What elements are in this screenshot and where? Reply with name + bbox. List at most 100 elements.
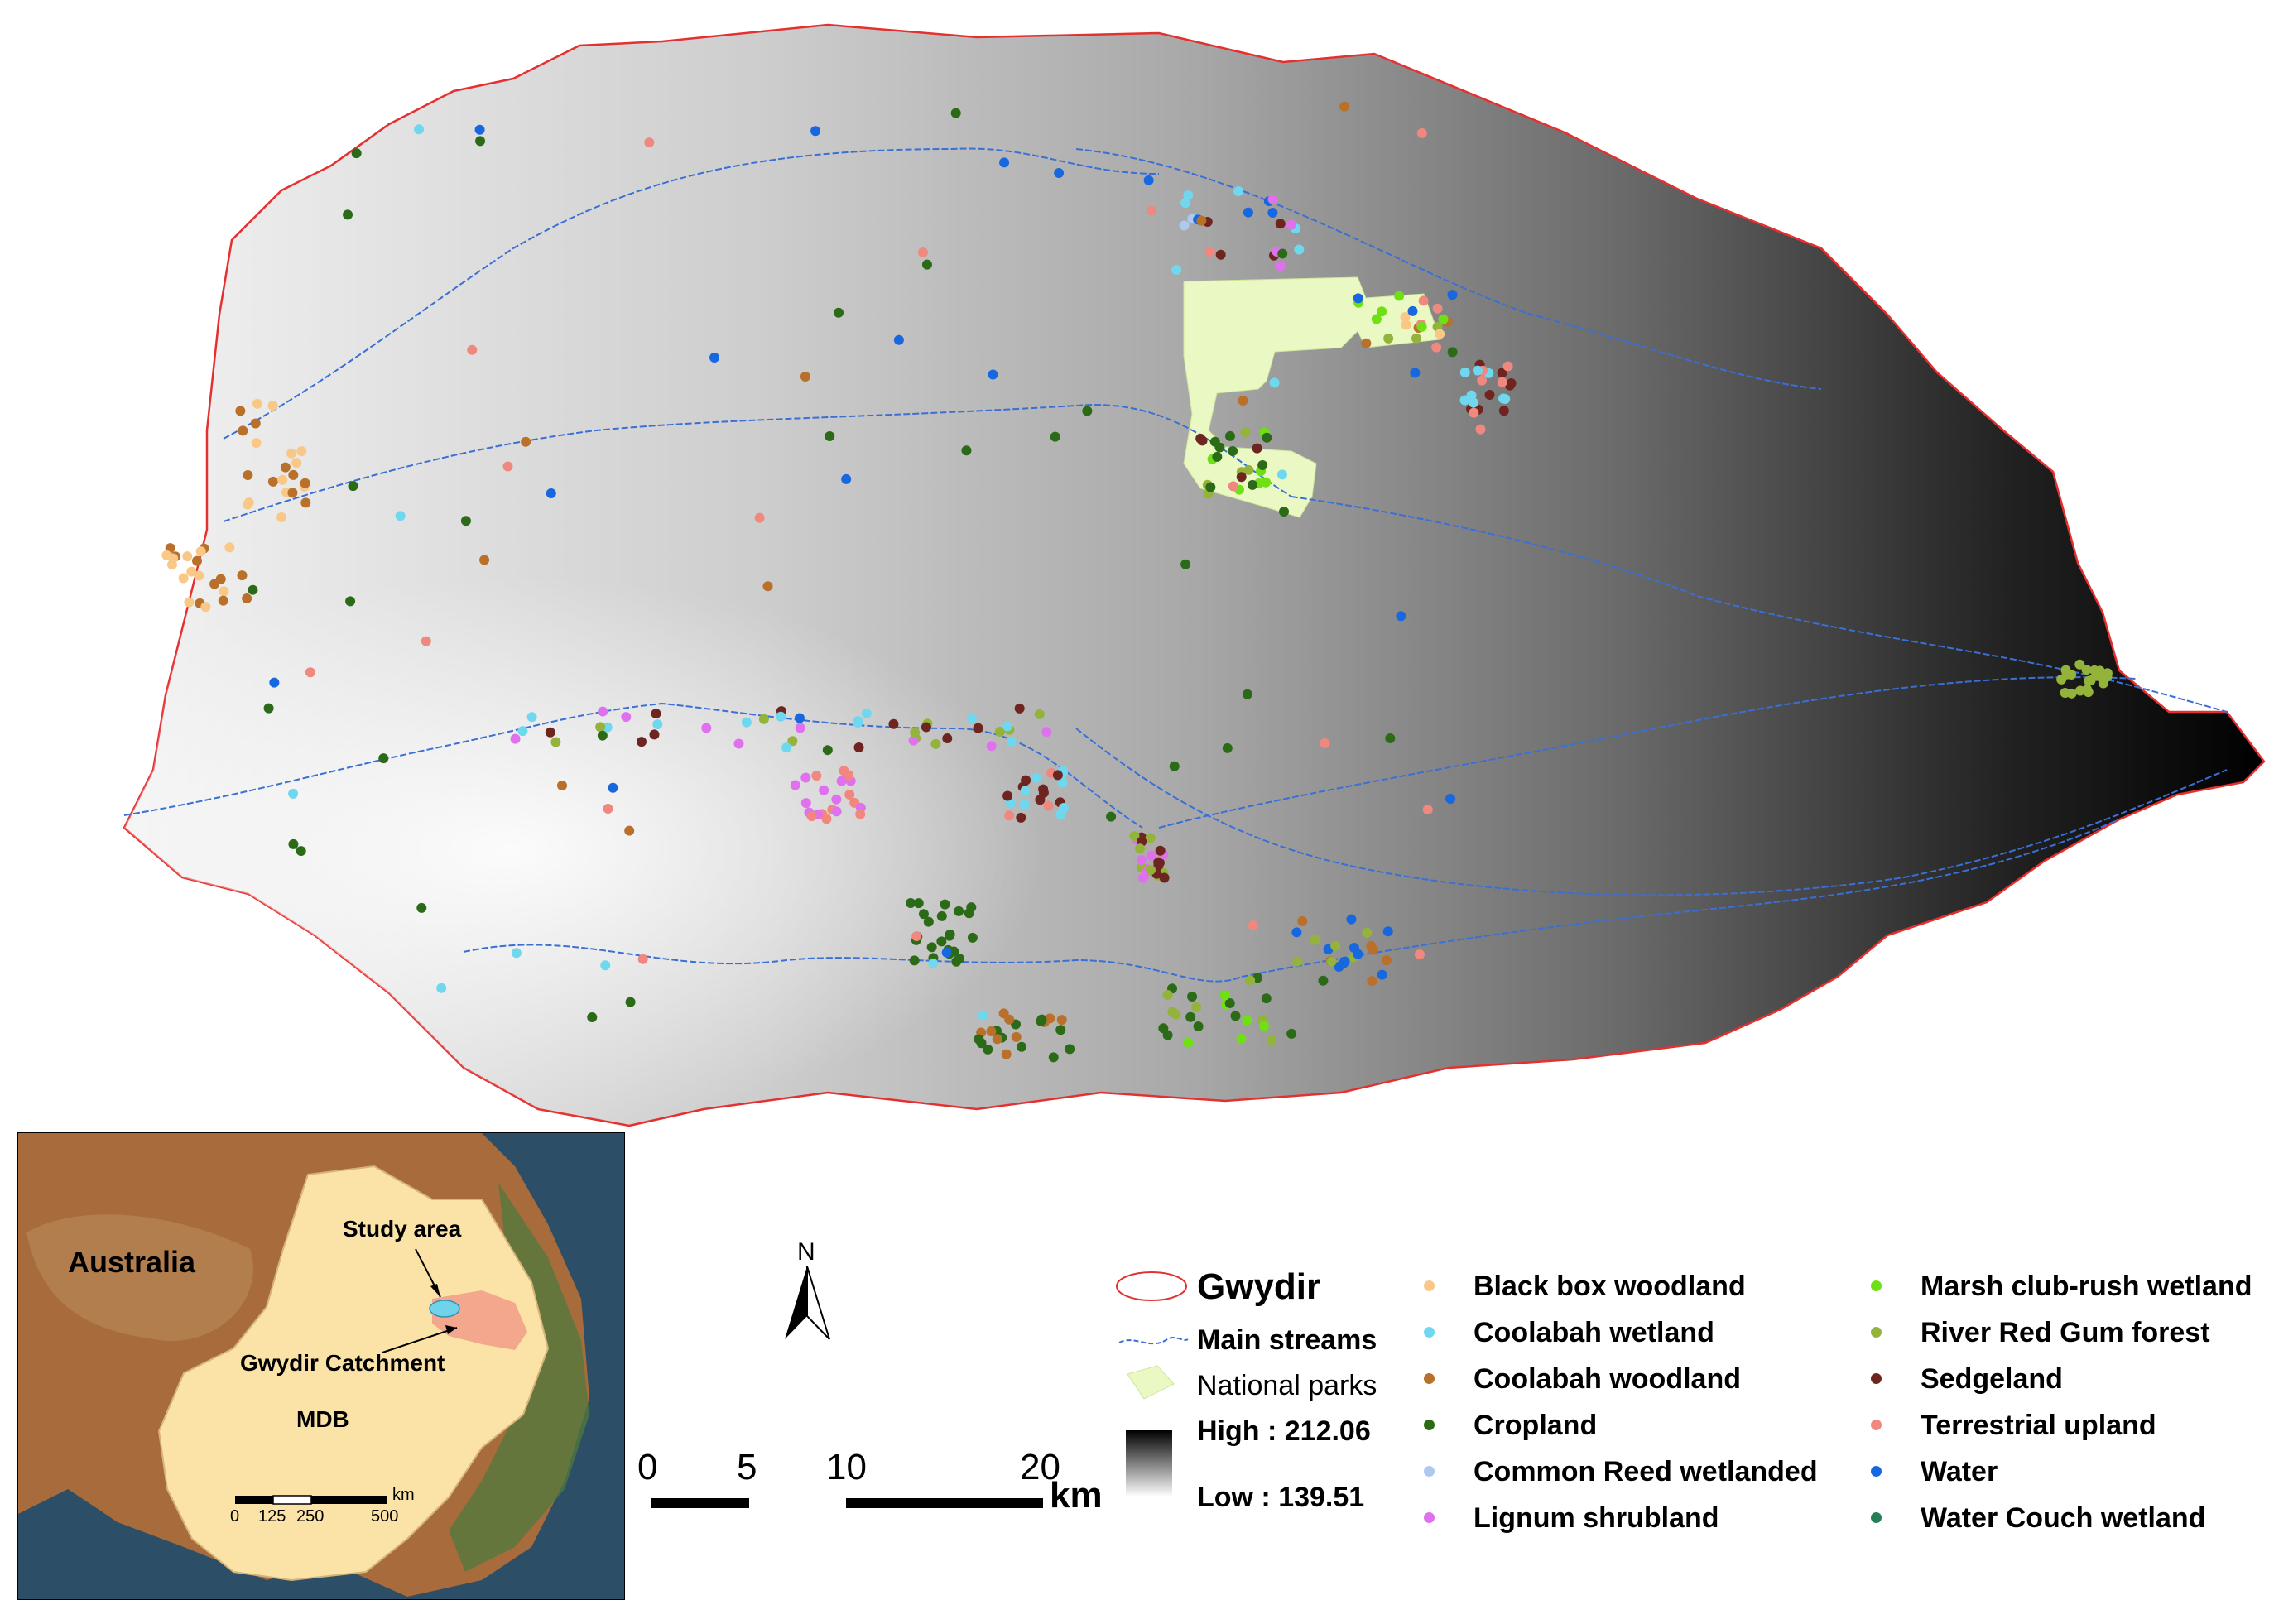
sample-point [250, 418, 261, 429]
sample-point [908, 735, 919, 746]
sample-point [1171, 1009, 1181, 1020]
sample-point [1334, 961, 1344, 972]
inset-scale-tick-125: 125 [258, 1507, 286, 1526]
sample-point [709, 353, 720, 363]
sample-point [1171, 264, 1182, 275]
sample-point [1262, 432, 1272, 443]
sample-point [280, 462, 291, 473]
sample-point [182, 551, 193, 562]
sample-point [1243, 207, 1253, 218]
inset-scale-tick-250: 250 [296, 1507, 325, 1526]
sample-point [954, 906, 964, 916]
sample-point [1145, 833, 1156, 843]
sample-point [941, 947, 952, 958]
sample-point [1248, 920, 1258, 930]
sample-point [1193, 1021, 1204, 1032]
sample-point [921, 722, 931, 733]
sample-point [460, 516, 471, 526]
sample-point [836, 776, 847, 786]
sample-point [966, 902, 977, 913]
sample-point [1180, 559, 1191, 569]
sample-point [1011, 1031, 1022, 1042]
sample-point [1497, 368, 1507, 378]
sample-point [625, 997, 636, 1007]
sample-point [839, 766, 849, 776]
sample-point [436, 983, 447, 993]
sample-point [511, 948, 522, 959]
sample-point [296, 446, 307, 457]
main-streams-legend-symbol [1118, 1337, 1189, 1345]
study-area-inset [429, 1300, 460, 1318]
sample-point [1002, 721, 1013, 732]
sample-point [603, 804, 613, 814]
sample-point [1153, 857, 1164, 867]
sample-point [1230, 1011, 1241, 1021]
legend-swatch-coolabah-wetland [1424, 1327, 1435, 1338]
sample-point [1275, 219, 1286, 229]
sample-point [1233, 186, 1244, 197]
sample-point [1445, 794, 1456, 805]
legend-high-label: High : 212.06 [1197, 1415, 1371, 1447]
sample-point [161, 550, 172, 560]
sample-points [161, 101, 2113, 1063]
sample-point [776, 711, 786, 722]
sample-point [942, 733, 953, 744]
sample-point [287, 488, 298, 498]
sample-point [831, 794, 842, 805]
scale-tick-20: 20 [1020, 1447, 1060, 1487]
legend-label-black-box-woodland: Black box woodland [1474, 1271, 1746, 1302]
sample-point [844, 789, 855, 800]
sample-point [967, 932, 978, 943]
sample-point [517, 726, 528, 737]
sample-point [1001, 1049, 1012, 1059]
sample-point [191, 555, 202, 566]
sample-point [1484, 390, 1495, 401]
sample-point [2074, 659, 2085, 670]
sample-point [467, 344, 478, 355]
sample-point [1016, 812, 1026, 823]
sample-point [414, 124, 425, 135]
sample-point [546, 488, 556, 498]
sample-point [1407, 305, 1418, 316]
sample-point [950, 108, 961, 118]
sample-point [1385, 733, 1396, 743]
sample-point [2056, 674, 2067, 685]
sample-point [806, 811, 817, 822]
sample-point [1054, 168, 1065, 179]
sample-point [587, 1011, 598, 1022]
sample-point [235, 406, 246, 416]
legend-swatch-black-box-woodland [1424, 1280, 1435, 1291]
sample-point [1183, 1037, 1194, 1048]
sample-point [343, 209, 353, 220]
legend-streams-label: Main streams [1197, 1324, 1377, 1356]
sample-point [219, 586, 229, 597]
sample-point [1297, 915, 1308, 926]
sample-point [1416, 321, 1427, 332]
sample-point [1292, 956, 1303, 967]
sample-point [1179, 220, 1190, 231]
sample-point [238, 425, 248, 436]
sample-point [986, 741, 997, 752]
sample-point [1052, 770, 1063, 781]
sample-point [810, 126, 821, 137]
sample-point [841, 473, 852, 484]
sample-point [1185, 1011, 1196, 1022]
sample-point [1057, 777, 1068, 788]
sample-point [1035, 795, 1046, 805]
sample-point [1146, 864, 1156, 875]
sample-point [811, 771, 822, 781]
sample-point [1500, 394, 1511, 405]
sample-point [781, 742, 792, 753]
sample-point [954, 954, 964, 964]
sample-point [251, 438, 262, 449]
sample-point [1191, 1002, 1202, 1012]
sample-point [1411, 333, 1421, 344]
sample-point [1362, 927, 1373, 938]
sample-point [1368, 944, 1378, 955]
sample-point [178, 573, 189, 584]
scale-tick-10: 10 [826, 1447, 867, 1487]
sample-point [1065, 1044, 1075, 1055]
legend-label-water: Water [1921, 1456, 1998, 1487]
sample-point [1459, 367, 1470, 377]
sample-point [973, 723, 983, 733]
